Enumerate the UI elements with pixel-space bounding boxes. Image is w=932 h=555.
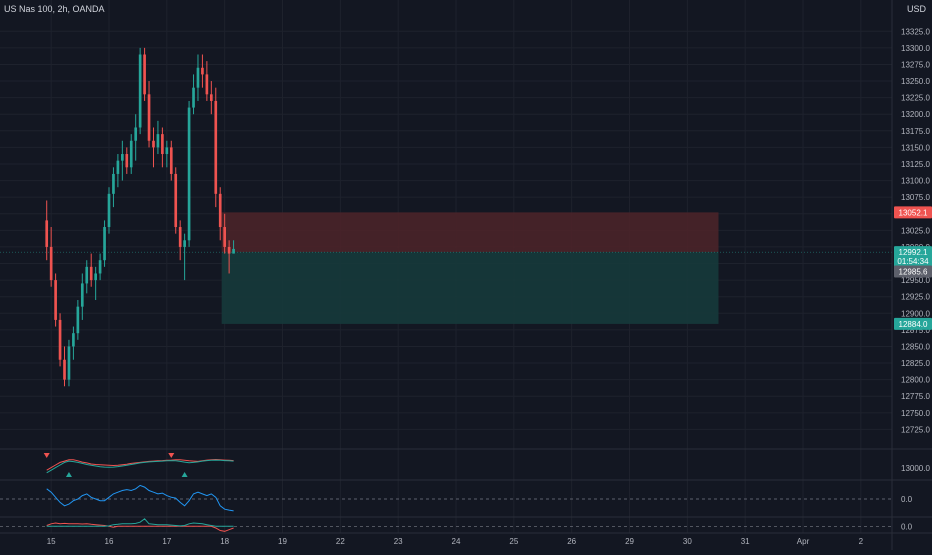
x-tick-label: 26 [567, 537, 576, 546]
candle-body [165, 147, 168, 154]
y-tick-label: 13275.0 [901, 60, 930, 69]
indicator-series-0 [47, 485, 234, 511]
currency-label[interactable]: USD [907, 4, 926, 14]
y-tick-label: 13075.0 [901, 193, 930, 202]
x-tick-label: 23 [394, 537, 403, 546]
candle-body [223, 227, 226, 247]
y-tick-label: 12825.0 [901, 359, 930, 368]
candle-body [174, 174, 177, 227]
y-tick-label: 12750.0 [901, 409, 930, 418]
y-tick-label: 13100.0 [901, 177, 930, 186]
candle-body [179, 227, 182, 247]
candle-body [103, 227, 106, 260]
candle-body [210, 94, 213, 101]
y-tick-label: 13225.0 [901, 94, 930, 103]
x-tick-label: 16 [105, 537, 114, 546]
candle-body [192, 88, 195, 108]
candle-body [152, 141, 155, 148]
x-tick-label: 22 [336, 537, 345, 546]
signal-marker-up [66, 472, 72, 477]
signal-marker-down [168, 453, 174, 458]
candle-body [121, 154, 124, 161]
signal-marker-up [182, 472, 188, 477]
candle-body [134, 127, 137, 140]
candle-body [130, 141, 133, 168]
candle-body [77, 307, 80, 334]
y-tick-label: 13200.0 [901, 110, 930, 119]
y-tick-label: 13025.0 [901, 226, 930, 235]
symbol-legend[interactable]: US Nas 100, 2h, OANDA [4, 4, 105, 14]
candle-body [54, 280, 57, 320]
candle-body [201, 68, 204, 75]
x-tick-label: 30 [683, 537, 692, 546]
indicator-series-1 [47, 519, 234, 527]
candle-body [232, 249, 235, 254]
y-tick-label: 12800.0 [901, 376, 930, 385]
candle-body [85, 267, 88, 284]
x-tick-label: 24 [452, 537, 461, 546]
candle-body [148, 94, 151, 140]
y-tick-label: 13150.0 [901, 143, 930, 152]
x-tick-label: 29 [625, 537, 634, 546]
candle-body [59, 320, 62, 360]
candle-body [214, 101, 217, 194]
price-label-stop: 13052.1 [899, 208, 928, 217]
y-tick-label: 12925.0 [901, 293, 930, 302]
x-tick-label: 17 [162, 537, 171, 546]
pane-axis-label: 13000.0 [901, 464, 930, 473]
y-tick-label: 12775.0 [901, 392, 930, 401]
candle-body [90, 267, 93, 280]
candle-body [161, 134, 164, 154]
x-tick-label: 25 [509, 537, 518, 546]
candle-body [72, 333, 75, 346]
candle-body [50, 247, 53, 280]
candle-body [157, 134, 160, 147]
candle-body [206, 74, 209, 94]
candle-body [170, 147, 173, 174]
candle-body [81, 283, 84, 306]
candle-body [99, 260, 102, 273]
y-tick-label: 12850.0 [901, 342, 930, 351]
y-tick-label: 13325.0 [901, 27, 930, 36]
x-tick-label: Apr [797, 537, 810, 546]
x-tick-label: 31 [741, 537, 750, 546]
take-profit-zone [222, 252, 719, 324]
price-label-gray: 12985.6 [899, 267, 928, 276]
x-tick-label: 18 [220, 537, 229, 546]
candle-body [108, 194, 111, 227]
y-tick-label: 13125.0 [901, 160, 930, 169]
pane-axis-label: 0.0 [901, 522, 913, 531]
candle-body [45, 220, 48, 247]
y-tick-label: 12725.0 [901, 425, 930, 434]
x-tick-label: 15 [47, 537, 56, 546]
x-tick-label: 19 [278, 537, 287, 546]
price-label-target: 12884.0 [899, 320, 928, 329]
candle-body [139, 54, 142, 127]
candle-body [63, 360, 66, 380]
pane-axis-label: 0.0 [901, 495, 913, 504]
candle-body [183, 240, 186, 247]
signal-marker-down [44, 453, 50, 458]
y-tick-label: 13250.0 [901, 77, 930, 86]
candle-body [117, 161, 120, 174]
candle-body [197, 68, 200, 88]
candle-body [228, 247, 231, 254]
candle-body [188, 108, 191, 241]
candle-body [125, 154, 128, 167]
y-tick-label: 12900.0 [901, 309, 930, 318]
candle-body [112, 174, 115, 194]
candle-body [68, 346, 71, 379]
x-tick-label: 2 [859, 537, 864, 546]
candle-body [219, 194, 222, 227]
stop-loss-zone [222, 212, 719, 252]
y-tick-label: 13300.0 [901, 44, 930, 53]
y-tick-label: 13175.0 [901, 127, 930, 136]
candle-body [94, 273, 97, 280]
candle-body [143, 54, 146, 94]
price-label-timer: 01:54:34 [897, 257, 929, 266]
